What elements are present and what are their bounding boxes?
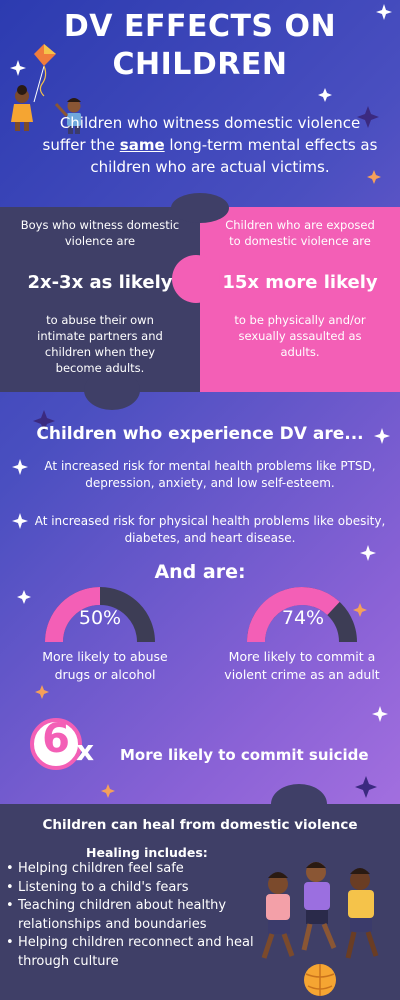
panel-puzzle-knob [84, 370, 140, 410]
sparkle-icon [318, 88, 332, 102]
panel-puzzle-knob [172, 255, 220, 303]
sparkle-icon [33, 410, 55, 432]
suicide-badge [30, 718, 82, 770]
suicide-caption: More likely to commit suicide [120, 746, 369, 764]
intro-text: Children who witness domestic violence s… [42, 114, 378, 176]
list-item: Helping children reconnect and heal thro… [4, 934, 254, 971]
healing-title: Children can heal from domestic violence [42, 817, 358, 833]
panel-puzzle-knob [271, 784, 327, 824]
risk-physical: At increased risk for physical health pr… [34, 514, 386, 545]
sparkle-icon [357, 106, 379, 128]
sparkle-icon [367, 170, 381, 184]
gauge-caption-drugs: More likely to abuse drugs or alcohol [42, 649, 168, 682]
stat-right-post: to be physically and/or sexually assault… [234, 313, 366, 359]
sparkle-icon [360, 545, 376, 561]
risk-mental: At increased risk for mental health prob… [44, 459, 376, 490]
suicide-multiplier: x [76, 734, 95, 767]
suicide-number: 6 [42, 716, 70, 762]
gauge-value-drugs: 50% [78, 607, 122, 629]
stat-panel-boys [0, 207, 200, 392]
list-item: Listening to a child's fears [4, 879, 254, 898]
gauge-charts [45, 587, 357, 643]
title-line-2: CHILDREN [112, 47, 288, 82]
sparkle-icon [35, 685, 49, 699]
list-item: Teaching children about healthy relation… [4, 897, 254, 934]
sparkle-icon [101, 784, 115, 798]
sparkle-icon [374, 428, 390, 444]
sparkle-icon [17, 590, 31, 604]
list-item: Helping children feel safe [4, 860, 254, 879]
experience-heading: Children who experience DV are... [36, 424, 364, 444]
stat-left-pre: Boys who witness domestic violence are [20, 218, 180, 248]
and-are-heading: And are: [154, 561, 246, 583]
panel-puzzle-knob [171, 193, 229, 223]
gauge-caption-crime: More likely to commit a violent crime as… [224, 649, 380, 682]
stat-panel-children [200, 207, 400, 392]
kids-playing-illustration [261, 862, 379, 996]
sparkle-icon [10, 60, 26, 76]
sparkle-icon [376, 4, 392, 20]
sparkle-icon [355, 776, 377, 798]
stat-left-value: 2x-3x as likely [27, 272, 173, 293]
sparkle-icon [12, 513, 28, 529]
intro-emphasis: same [119, 136, 165, 154]
page-title: DV EFFECTS ON CHILDREN [0, 8, 400, 84]
stat-left-post: to abuse their own intimate partners and… [37, 313, 163, 375]
stat-right-pre: Children who are exposed to domestic vio… [225, 218, 375, 248]
gauge-fill [247, 587, 340, 643]
stat-right-value: 15x more likely [222, 272, 378, 293]
sparkle-icon [372, 706, 388, 722]
sparkle-icon [12, 459, 28, 475]
healing-list: Helping children feel safe Listening to … [4, 860, 254, 971]
kids-kite-illustration [11, 44, 81, 134]
healing-subtitle: Healing includes: [86, 845, 208, 860]
gauge-value-crime: 74% [281, 607, 325, 629]
gauge-fill [45, 587, 101, 643]
sparkle-icon [353, 603, 367, 617]
title-line-1: DV EFFECTS ON [63, 9, 337, 44]
